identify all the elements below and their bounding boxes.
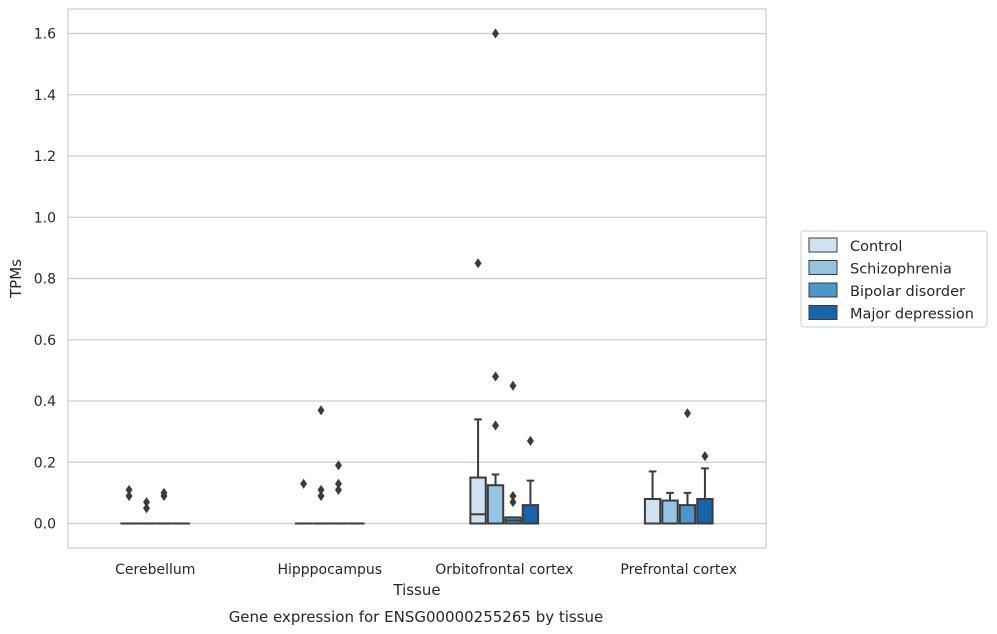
outlier-point [509,490,517,501]
outlier-point [160,487,168,498]
y-axis-label: TPMs [7,259,25,299]
outlier-point [300,478,308,489]
outlier-point [701,451,709,462]
outlier-point [683,408,691,419]
y-tick-label: 0.4 [34,394,56,410]
outlier-point [143,497,151,508]
box-series [120,28,714,525]
box-control [643,470,662,525]
y-tick-label: 1.2 [34,149,56,165]
box-major-depression [696,451,714,525]
y-tick-labels: 0.0 0.2 0.4 0.6 0.8 1.0 1.2 1.4 1.6 [34,27,56,533]
y-tick-label: 0.8 [34,272,56,288]
outlier-point [492,371,500,382]
outlier-point [143,503,151,514]
box-bipolar-disorder [155,487,173,525]
box-body [696,498,714,525]
outlier-point [317,405,325,416]
y-tick-label: 0.0 [34,517,56,533]
box-bipolar-disorder [329,460,348,525]
outlier-point [317,484,325,495]
plot-frame [67,8,767,549]
box-control [120,484,138,525]
box-schizophrenia [661,491,679,525]
legend-swatch [808,282,838,298]
box-bipolar-disorder [504,380,522,525]
box-major-depression [521,435,540,525]
outlier-point [526,435,534,446]
legend-label: Schizophrenia [850,262,952,278]
outlier-point [334,484,342,495]
box-control [469,258,487,525]
outlier-point [334,478,342,489]
box-body [486,484,505,525]
legend-label: Major depression [850,307,974,323]
y-tick-label: 0.6 [34,333,56,349]
y-tick-label: 1.4 [34,88,56,104]
box-body [643,498,662,525]
outlier-point [492,420,500,431]
x-tick-label: Hipppocampus [277,562,382,578]
y-tick-label: 0.2 [34,455,56,471]
box-control [294,478,313,525]
outlier-point [125,490,133,501]
box-body [521,504,540,525]
x-tick-label: Cerebellum [115,562,195,578]
chart-caption: Gene expression for ENSG00000255265 by t… [229,608,604,626]
x-tick-label: Prefrontal cortex [620,562,737,578]
outlier-point [125,484,133,495]
legend-swatch [808,305,838,320]
x-tick-labels: Cerebellum Hipppocampus Orbitofrontal cort… [115,562,737,578]
outlier-point [334,460,342,471]
outlier-point [317,490,325,501]
outlier-point [509,497,517,508]
outlier-point [474,258,482,269]
outlier-point [509,380,517,391]
box-bipolar-disorder [678,408,697,525]
box-schizophrenia [137,497,156,525]
legend-swatch [808,260,838,275]
y-tick-label: 1.6 [34,27,56,43]
legend: Control Schizophrenia Bipolar disorder Majo… [800,230,988,328]
box-body [678,504,697,525]
box-body [661,499,679,525]
x-axis-label: Tissue [392,581,440,599]
x-tick-label: Orbitofrontal cortex [435,562,573,578]
box-schizophrenia [312,405,330,525]
y-tick-label: 1.0 [34,210,56,226]
legend-swatch [808,237,838,253]
box-schizophrenia [486,28,505,525]
legend-frame [800,230,988,328]
box-body [469,476,487,525]
outlier-point [492,28,500,39]
legend-label: Control [850,239,902,255]
legend-label: Bipolar disorder [850,284,965,300]
